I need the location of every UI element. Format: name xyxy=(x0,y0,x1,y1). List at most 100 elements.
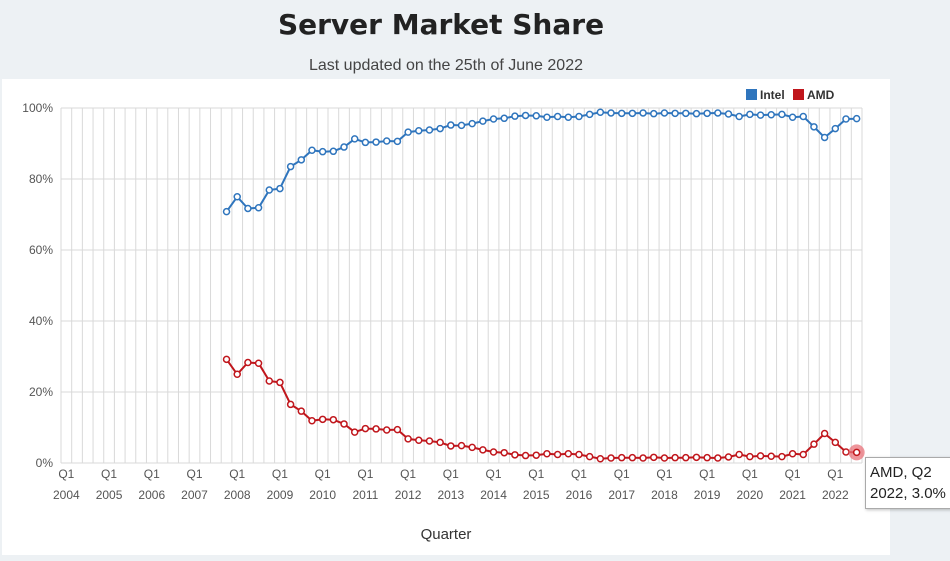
data-point-intel xyxy=(457,121,466,130)
data-point-intel xyxy=(778,110,786,119)
data-point-intel xyxy=(276,184,284,193)
grid-lines xyxy=(60,107,863,464)
data-point-intel xyxy=(660,109,669,117)
data-point-amd xyxy=(628,453,637,462)
data-point-intel xyxy=(286,162,295,171)
data-point-intel xyxy=(425,126,434,134)
data-point-intel xyxy=(521,111,530,120)
data-point-amd xyxy=(703,453,711,462)
data-point-amd xyxy=(318,415,327,424)
data-point-amd xyxy=(340,420,348,428)
data-point-intel xyxy=(500,114,508,123)
legend[interactable]: Intel AMD xyxy=(746,88,835,102)
data-point-amd xyxy=(671,453,679,462)
x-tick-label: 2013 xyxy=(437,488,464,502)
x-tick-label: 2017 xyxy=(608,488,635,502)
data-point-intel xyxy=(318,147,327,156)
data-point-amd xyxy=(308,417,316,425)
data-point-intel xyxy=(233,193,241,201)
data-point-intel xyxy=(703,109,711,118)
data-point-amd xyxy=(468,443,476,452)
data-point-intel xyxy=(788,113,797,121)
x-tick-label: Q1 xyxy=(486,467,502,481)
data-point-intel xyxy=(596,108,605,117)
data-point-intel xyxy=(222,207,231,216)
x-tick-label: 2018 xyxy=(651,488,678,502)
data-point-amd xyxy=(735,450,743,459)
x-tick-label: Q1 xyxy=(229,467,245,481)
data-point-intel xyxy=(746,110,754,119)
x-tick-label: Q1 xyxy=(528,467,544,481)
x-tick-label: 2010 xyxy=(309,488,336,502)
data-point-intel xyxy=(639,109,647,117)
data-point-intel xyxy=(607,109,615,117)
data-point-amd xyxy=(233,370,241,378)
x-tick-label: Q1 xyxy=(315,467,331,481)
data-point-intel xyxy=(553,112,562,121)
y-tick-label: 80% xyxy=(29,172,53,186)
data-point-amd xyxy=(222,355,231,364)
data-point-amd xyxy=(778,452,786,461)
data-point-intel xyxy=(842,115,850,123)
data-point-intel xyxy=(767,110,775,119)
x-tick-label: Q1 xyxy=(614,467,630,481)
data-point-amd xyxy=(297,407,306,415)
legend-label-intel[interactable]: Intel xyxy=(760,88,785,102)
legend-label-amd[interactable]: AMD xyxy=(807,88,835,102)
data-point-intel xyxy=(244,204,252,213)
x-tick-label: Q1 xyxy=(443,467,459,481)
data-point-intel xyxy=(404,128,412,136)
x-tick-label: 2020 xyxy=(737,488,764,502)
data-point-amd xyxy=(372,425,380,433)
data-point-amd xyxy=(799,450,808,459)
data-point-amd xyxy=(639,454,647,462)
data-point-amd xyxy=(649,453,658,462)
data-point-amd xyxy=(564,450,573,458)
data-point-amd xyxy=(286,400,295,409)
axes: 0% 20% 40% 60% 80% 100% Q1 2004 Q1 2005 Q1 2006 Q1 20… xyxy=(22,101,885,502)
data-point-intel xyxy=(735,112,743,121)
x-tick-label: 2019 xyxy=(694,488,721,502)
data-point-intel xyxy=(617,109,626,118)
data-point-amd xyxy=(714,454,722,462)
x-tick-label: Q1 xyxy=(699,467,715,481)
data-point-intel xyxy=(265,186,274,194)
data-point-amd xyxy=(852,448,861,457)
x-tick-label: Q1 xyxy=(101,467,117,481)
data-point-intel xyxy=(724,110,733,118)
legend-swatch-amd[interactable] xyxy=(793,89,804,100)
data-point-amd xyxy=(585,452,594,461)
data-point-amd xyxy=(350,428,359,436)
x-tick-label: 2022 xyxy=(822,488,849,502)
data-point-amd xyxy=(382,426,391,434)
x-tick-label: Q1 xyxy=(656,467,672,481)
x-tick-label: Q1 xyxy=(272,467,288,481)
data-point-intel xyxy=(649,109,658,118)
data-point-amd xyxy=(265,377,274,385)
data-point-amd xyxy=(329,415,338,424)
data-point-intel xyxy=(585,110,594,119)
chart-title: Server Market Share xyxy=(277,8,605,41)
data-point-intel xyxy=(810,123,818,131)
data-point-intel xyxy=(831,124,840,133)
y-tick-label: 0% xyxy=(36,456,54,470)
data-point-intel xyxy=(468,119,476,128)
data-point-intel xyxy=(543,113,551,121)
data-point-intel xyxy=(714,109,722,117)
data-point-intel xyxy=(436,124,444,133)
data-point-amd xyxy=(820,429,829,438)
x-tick-label: Q1 xyxy=(186,467,202,481)
x-tick-label: 2009 xyxy=(267,488,294,502)
data-point-amd xyxy=(361,424,370,433)
data-point-intel xyxy=(350,135,359,143)
data-point-amd xyxy=(425,437,434,445)
data-point-amd xyxy=(842,448,850,456)
data-point-intel xyxy=(799,112,808,121)
data-point-amd xyxy=(532,451,541,459)
data-point-amd xyxy=(404,435,412,443)
data-point-intel xyxy=(575,112,583,121)
data-point-amd xyxy=(436,438,444,447)
data-point-amd xyxy=(244,358,252,367)
legend-swatch-intel[interactable] xyxy=(746,89,757,100)
chart-panel xyxy=(2,79,890,555)
